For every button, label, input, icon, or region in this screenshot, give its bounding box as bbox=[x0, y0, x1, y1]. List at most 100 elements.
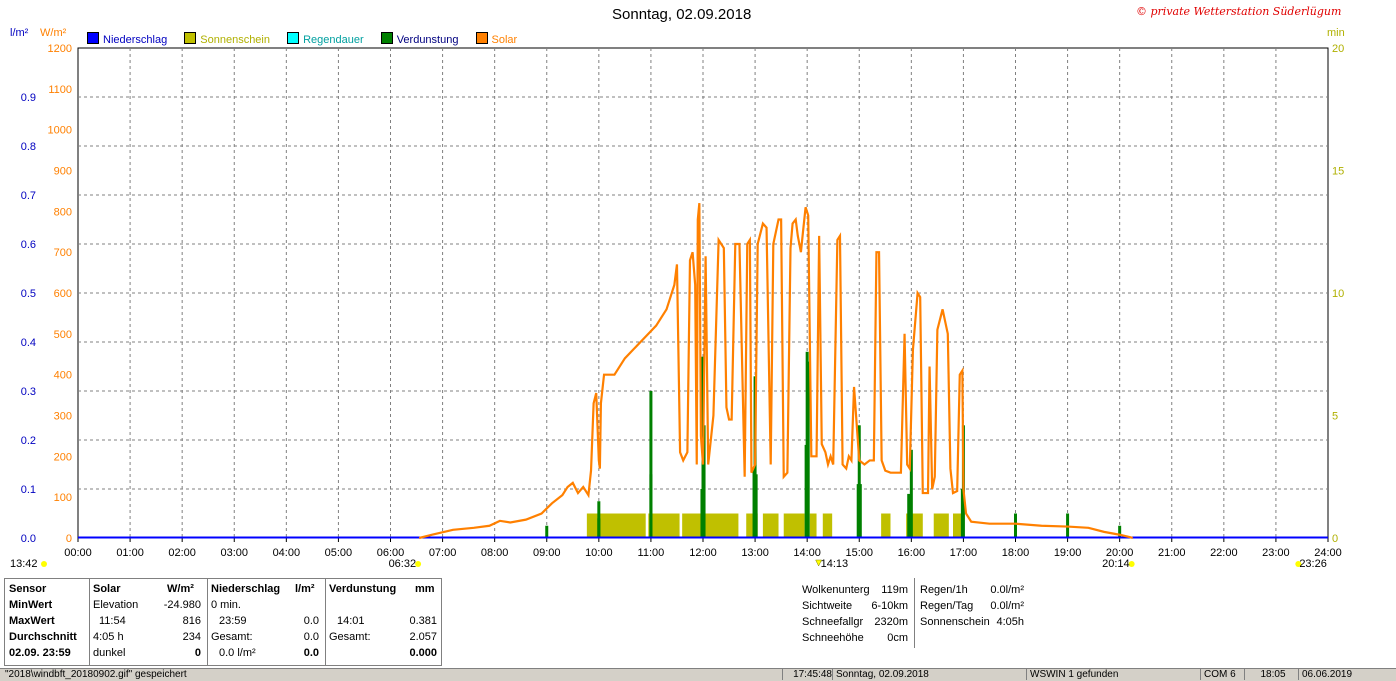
stats-precip-cur-label: 0.0 l/m² bbox=[219, 647, 256, 659]
snowline-value: 2320m bbox=[874, 616, 908, 628]
legend-swatch bbox=[87, 32, 99, 44]
x-tick-label: 13:00 bbox=[741, 547, 769, 559]
stats-evap-max-value: 0.381 bbox=[409, 615, 437, 627]
x-tick-label: 00:00 bbox=[64, 547, 92, 559]
y-axis-ticks: 0.00.10.20.30.40.50.60.70.80.90100200300… bbox=[21, 43, 1345, 545]
y-tick-solar: 100 bbox=[54, 492, 72, 504]
stats-solar-max-value: 816 bbox=[182, 615, 201, 627]
stats-header-verdunstung-unit: mm bbox=[415, 583, 435, 595]
copyright-label: © private Wetterstation Süderlügum bbox=[1136, 5, 1342, 18]
stats-precip-cur-value: 0.0 bbox=[303, 647, 319, 659]
snowdepth-label: Schneehöhe bbox=[802, 632, 864, 644]
y-tick-precip: 0.5 bbox=[21, 288, 36, 300]
legend-item-regendauer: Regendauer bbox=[287, 32, 364, 46]
stats-solar-min-value: -24.980 bbox=[163, 599, 201, 611]
status-clock: 18:05 bbox=[1244, 669, 1298, 680]
sunshine-bar bbox=[933, 513, 949, 538]
stats-header-sensor: Sensor bbox=[9, 583, 47, 595]
y-tick-solar: 900 bbox=[54, 166, 72, 178]
stats-solar-max-label: 11:54 bbox=[99, 615, 126, 627]
stats-panel: Sensor MinWert MaxWert Durchschnitt 02.0… bbox=[4, 578, 442, 666]
time-marker-label: 20:14 bbox=[1102, 558, 1130, 570]
y-tick-solar: 400 bbox=[54, 370, 72, 382]
weather-chart: 0.00.10.20.30.40.50.60.70.80.90100200300… bbox=[10, 43, 1345, 570]
sunshine-bar bbox=[822, 513, 833, 538]
sunshine-bar bbox=[682, 513, 739, 538]
x-tick-label: 08:00 bbox=[481, 547, 509, 559]
stats-solar-cur-label: dunkel bbox=[93, 647, 126, 659]
evaporation-bar bbox=[858, 484, 862, 538]
y-tick-precip: 0.0 bbox=[21, 533, 36, 545]
stats-evap-avg-value: 2.057 bbox=[409, 631, 437, 643]
stats-header-solar-unit: W/m² bbox=[167, 583, 194, 595]
weather-info-divider bbox=[914, 578, 915, 648]
stats-row-label-avg: Durchschnitt bbox=[9, 631, 77, 643]
legend-label: Niederschlag bbox=[103, 34, 168, 46]
weather-info-right: Regen/1h 0.0l/m² Regen/Tag 0.0l/m² Sonne… bbox=[920, 584, 1026, 634]
evaporation-bar bbox=[806, 361, 810, 538]
stats-solar-cur-value: 0 bbox=[194, 647, 201, 659]
x-tick-label: 03:00 bbox=[220, 547, 248, 559]
legend-item-sonnenschein: Sonnenschein bbox=[184, 32, 270, 46]
stats-precip-min-label: 0 min. bbox=[211, 599, 241, 611]
stats-precip-max-value: 0.0 bbox=[303, 615, 319, 627]
y-tick-minutes: 20 bbox=[1332, 43, 1344, 55]
y-tick-solar: 700 bbox=[54, 247, 72, 259]
legend: Niederschlag Sonnenschein Regendauer Ver… bbox=[87, 32, 517, 46]
y-tick-minutes: 10 bbox=[1332, 288, 1344, 300]
status-today: 06.06.2019 bbox=[1298, 669, 1396, 680]
time-marker-dot bbox=[1128, 561, 1135, 567]
unit-label-precip: l/m² bbox=[10, 27, 29, 39]
solar-line bbox=[418, 203, 1134, 540]
status-port: COM 6 bbox=[1200, 669, 1244, 680]
y-tick-precip: 0.2 bbox=[21, 435, 36, 447]
x-tick-label: 24:00 bbox=[1314, 547, 1342, 559]
x-tick-label: 06:00 bbox=[377, 547, 405, 559]
stats-solar-avg-value: 234 bbox=[182, 631, 201, 643]
y-tick-precip: 0.7 bbox=[21, 190, 36, 202]
x-tick-label: 23:00 bbox=[1262, 547, 1290, 559]
legend-item-niederschlag: Niederschlag bbox=[87, 32, 168, 46]
x-tick-label: 18:00 bbox=[1002, 547, 1030, 559]
stats-precip-avg-label: Gesamt: bbox=[211, 631, 253, 643]
evaporation-bar bbox=[1118, 525, 1122, 538]
evaporation-bar bbox=[857, 425, 861, 538]
col-divider bbox=[89, 579, 90, 665]
y-tick-minutes: 5 bbox=[1332, 411, 1338, 423]
status-time: 17:45:48 bbox=[782, 669, 832, 680]
time-markers: 13:42 06:32 14:13 20:14 23:26 bbox=[10, 558, 1327, 570]
cloudbase-label: Wolkenunterg bbox=[802, 584, 870, 596]
evaporation-bar bbox=[702, 425, 706, 538]
rain-day-label: Regen/Tag bbox=[920, 600, 974, 612]
legend-label: Regendauer bbox=[303, 34, 364, 46]
sunshine-bar bbox=[648, 513, 680, 538]
x-tick-label: 21:00 bbox=[1158, 547, 1186, 559]
time-marker-dot bbox=[41, 561, 47, 567]
y-tick-solar: 1200 bbox=[48, 43, 72, 55]
sunshine-label: Sonnenschein bbox=[920, 616, 990, 628]
x-tick-label: 05:00 bbox=[325, 547, 353, 559]
legend-label: Solar bbox=[491, 34, 518, 46]
y-tick-minutes: 15 bbox=[1332, 166, 1344, 178]
y-tick-precip: 0.6 bbox=[21, 239, 36, 251]
status-bar: "2018\windbft_20180902.gif" gespeichert … bbox=[0, 668, 1396, 681]
snowdepth-value: 0cm bbox=[887, 632, 908, 644]
legend-item-verdunstung: Verdunstung bbox=[380, 32, 458, 46]
stats-evap-max-label: 14:01 bbox=[337, 615, 365, 627]
x-tick-label: 10:00 bbox=[585, 547, 613, 559]
sunshine-bar bbox=[881, 513, 891, 538]
stats-evap-cur-value: 0.000 bbox=[409, 647, 437, 659]
status-message: "2018\windbft_20180902.gif" gespeichert bbox=[5, 669, 187, 680]
stats-evap-avg-label: Gesamt: bbox=[329, 631, 371, 643]
evaporation-bar bbox=[545, 525, 549, 538]
evaporation-bar bbox=[649, 391, 653, 538]
col-divider bbox=[207, 579, 208, 665]
stats-precip-avg-value: 0.0 bbox=[303, 631, 319, 643]
x-axis-ticks: 00:00 01:00 02:00 03:00 04:00 05:00 06:00 07:00… bbox=[64, 538, 1342, 559]
legend-swatch bbox=[475, 32, 488, 44]
x-tick-label: 02:00 bbox=[168, 547, 196, 559]
x-tick-label: 09:00 bbox=[533, 547, 561, 559]
rain-1h-value: 0.0l/m² bbox=[990, 584, 1024, 596]
evaporation-bar bbox=[909, 449, 913, 538]
sunshine-bar bbox=[953, 513, 964, 538]
